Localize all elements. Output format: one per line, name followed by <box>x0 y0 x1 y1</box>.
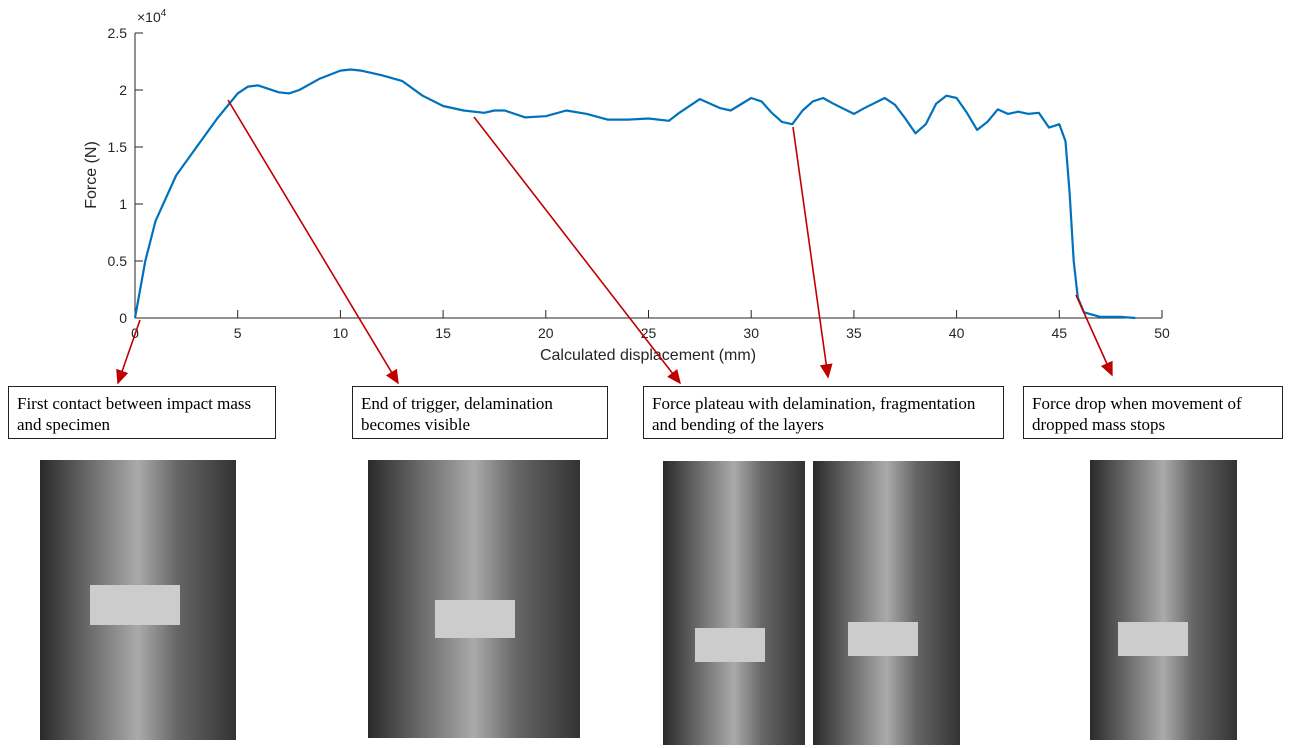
y-tick-label: 1 <box>119 196 127 212</box>
annotation-box: Force drop when movement of dropped mass… <box>1023 386 1283 439</box>
annotation-arrow <box>792 126 833 379</box>
y-tick-label: 0.5 <box>108 253 128 269</box>
photo-detail <box>435 600 515 638</box>
x-tick-label: 20 <box>538 325 554 341</box>
photos <box>40 460 1237 745</box>
annotation-arrow <box>116 319 141 385</box>
photo-detail <box>848 622 918 656</box>
y-multiplier-exponent: 4 <box>161 8 167 19</box>
photo-detail <box>90 585 180 625</box>
x-tick-label: 25 <box>641 325 657 341</box>
y-tick-label: 2.5 <box>108 25 128 41</box>
force-curve <box>133 68 1136 320</box>
y-multiplier: ×104 <box>137 8 167 25</box>
annotation-box: End of trigger, delamination becomes vis… <box>352 386 608 439</box>
x-tick-label: 30 <box>743 325 759 341</box>
annotation-arrow <box>473 116 681 385</box>
x-tick-label: 15 <box>435 325 451 341</box>
x-axis-label: Calculated displacement (mm) <box>540 347 756 364</box>
photo-detail <box>1118 622 1188 656</box>
x-tick-label: 40 <box>949 325 965 341</box>
y-axis-label: Force (N) <box>83 141 100 209</box>
photo <box>1090 460 1237 740</box>
annotation-arrow <box>227 99 399 385</box>
y-tick-label: 0 <box>119 310 127 326</box>
photo <box>813 461 960 745</box>
y-multiplier-base: ×10 <box>137 9 161 25</box>
photo <box>663 461 805 745</box>
x-tick-label: 5 <box>234 325 242 341</box>
x-tick-label: 35 <box>846 325 862 341</box>
annotation-box: First contact between impact mass and sp… <box>8 386 276 439</box>
photo-detail <box>695 628 765 662</box>
annotation-box: Force plateau with delamination, fragmen… <box>643 386 1004 439</box>
y-tick-label: 1.5 <box>108 139 128 155</box>
y-tick-label: 2 <box>119 82 127 98</box>
annotation-arrow <box>1075 294 1113 377</box>
x-tick-label: 45 <box>1052 325 1068 341</box>
x-tick-label: 10 <box>333 325 349 341</box>
x-tick-label: 50 <box>1154 325 1170 341</box>
photo <box>368 460 580 738</box>
